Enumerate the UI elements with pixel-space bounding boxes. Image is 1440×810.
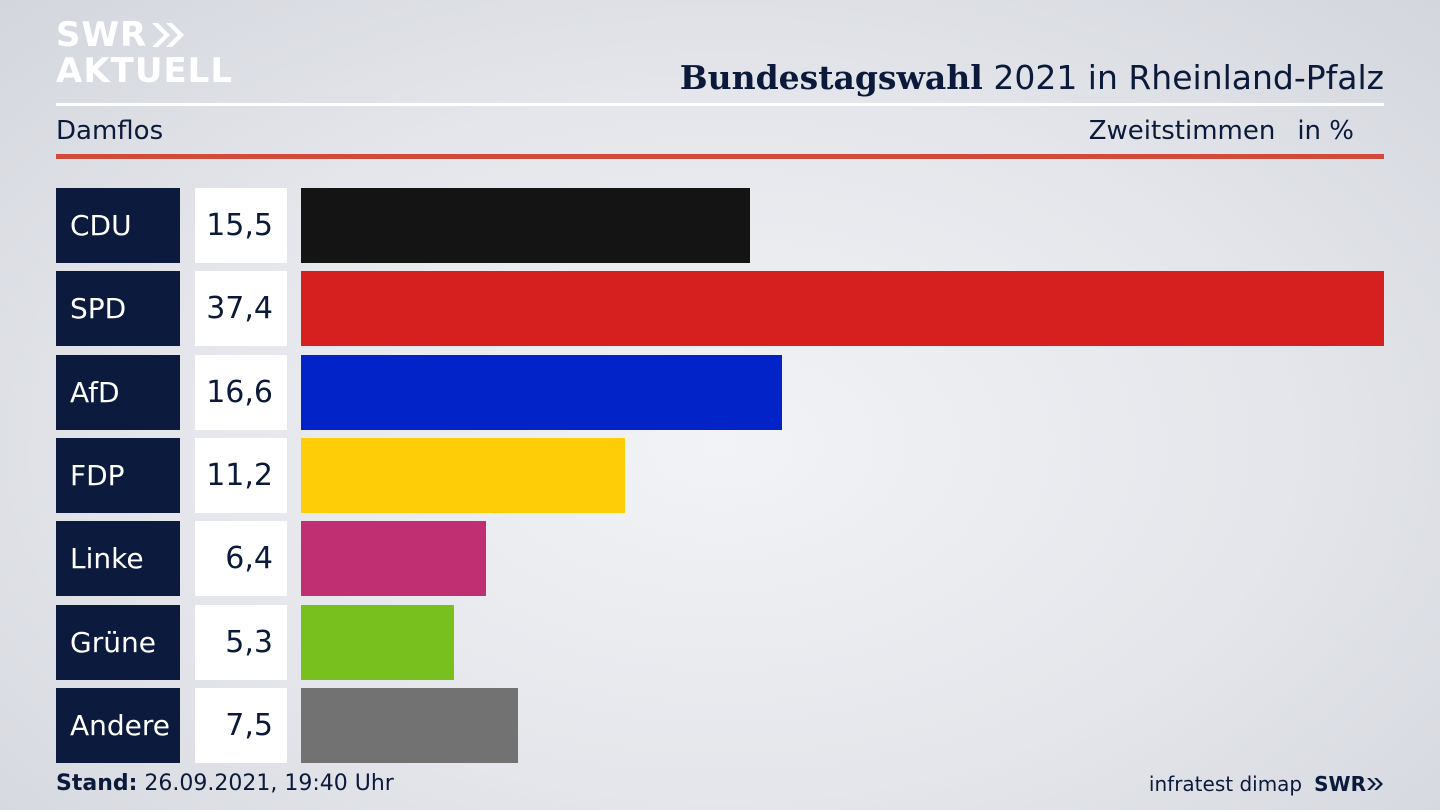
value-label: 6,4 [195,521,287,597]
value-label: 15,5 [195,188,287,263]
party-label: SPD [56,271,180,347]
value-label: 11,2 [195,437,287,513]
chevrons-icon [152,23,185,47]
value-label: 5,3 [195,604,287,680]
party-label: CDU [56,188,180,263]
source-credit: infratest dimap SWR [1149,772,1384,796]
bar [301,604,455,680]
constituency-subtitle: Damflos [56,116,164,146]
swr-aktuell-logo: SWR AKTUELL [56,18,233,88]
title-bold: Bundestagswahl [679,58,983,97]
value-label: 7,5 [195,687,287,763]
bar [301,437,626,513]
footer-swr-text: SWR [1314,772,1366,796]
measure-label: Zweitstimmen [1088,116,1276,146]
footer-chevrons-icon [1367,778,1383,790]
logo-line2: AKTUELL [56,51,234,91]
party-label: FDP [56,437,180,513]
header-divider [56,103,1384,106]
party-label: Andere [56,687,180,763]
bar-row: SPD 37,4 [56,271,1384,347]
source-label: infratest dimap [1148,772,1303,796]
measure-header: Zweitstimmen in % [1089,116,1354,146]
bar [301,354,782,430]
footer-swr-logo: SWR [1314,772,1384,796]
party-label: AfD [56,354,180,430]
bar [301,271,1384,347]
accent-divider [56,154,1384,159]
bar [301,188,750,263]
bar-row: CDU 15,5 [56,188,1384,263]
chart-title: Bundestagswahl 2021 in Rheinland-Pfalz [680,58,1384,97]
bar-row: Linke 6,4 [56,521,1384,597]
timestamp: Stand: 26.09.2021, 19:40 Uhr [56,771,394,796]
bar-row: FDP 11,2 [56,437,1384,513]
value-label: 37,4 [195,271,287,347]
party-label: Grüne [56,604,180,680]
unit-label: in % [1297,116,1354,146]
value-label: 16,6 [195,354,287,430]
bar [301,521,487,597]
title-rest: 2021 in Rheinland-Pfalz [993,58,1384,97]
logo-line1: SWR [56,15,148,55]
bar-row: Grüne 5,3 [56,604,1384,680]
bar-row: Andere 7,5 [56,687,1384,763]
stand-label: Stand: [56,771,138,796]
stand-value: 26.09.2021, 19:40 Uhr [144,771,394,796]
party-label: Linke [56,521,180,597]
bar [301,687,519,763]
bar-row: AfD 16,6 [56,354,1384,430]
